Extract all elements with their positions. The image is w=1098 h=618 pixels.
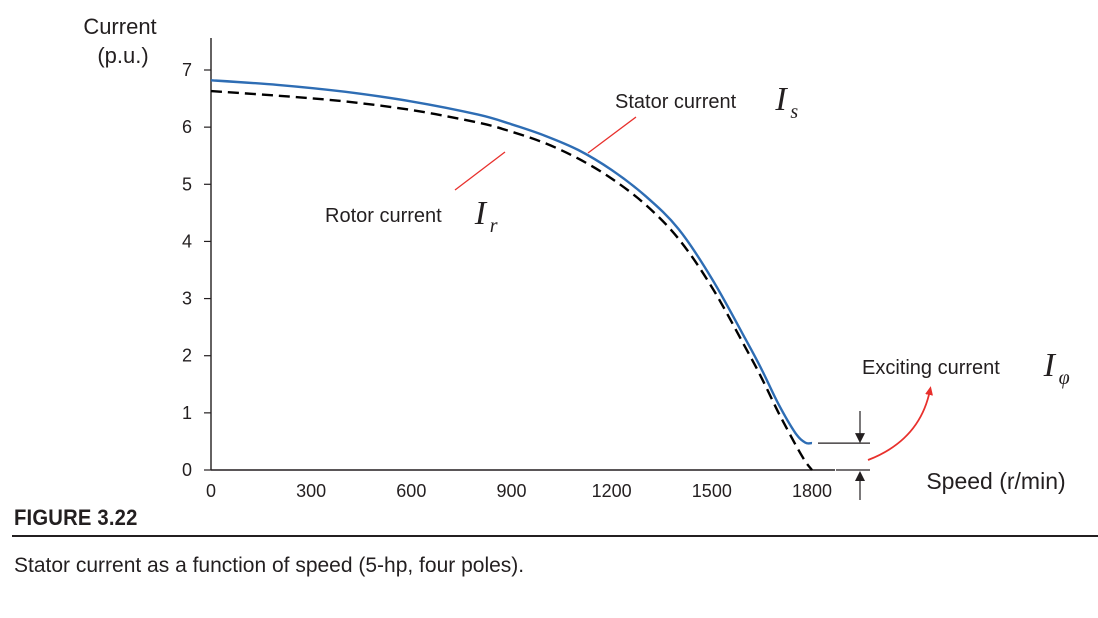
rotor-annotation-text: Rotor current <box>325 205 442 227</box>
y-axis-label-line2: (p.u.) <box>97 43 148 68</box>
x-tick-label: 300 <box>296 481 326 500</box>
exciting-curved-arrow <box>867 386 933 461</box>
y-tick-label: 1 <box>182 403 192 423</box>
y-axis-label-line1: Current <box>83 14 156 39</box>
rotor-annotation-subscript: r <box>490 215 498 237</box>
stator-annotation-text: Stator current <box>615 91 737 113</box>
stator-pointer-line <box>587 116 637 154</box>
caption-rule <box>12 535 1098 537</box>
stator-annotation-symbol: I <box>774 81 788 118</box>
down-arrow-head <box>855 433 865 444</box>
ticks: 0 1 2 3 4 5 6 7 0 300 600 900 1200 1500 1800 <box>182 60 832 500</box>
x-tick-label: 1200 <box>592 481 632 500</box>
series-lines <box>210 79 813 471</box>
stator-annotation-subscript: s <box>790 101 798 123</box>
x-tick-label: 1500 <box>692 481 732 500</box>
current-vs-speed-chart: Current (p.u.) Speed (r/min) 0 1 2 3 4 5 6 7 0 300 6… <box>83 14 1070 500</box>
rotor-current-line <box>210 89 813 471</box>
figure-caption: Stator current as a function of speed (5… <box>14 554 525 577</box>
stator-current-line <box>210 79 813 445</box>
rotor-annotation-symbol: I <box>474 195 488 232</box>
exciting-annotation-subscript: φ <box>1059 367 1070 389</box>
x-tick-label: 1800 <box>792 481 832 500</box>
y-tick-label: 6 <box>182 117 192 137</box>
y-tick-label: 5 <box>182 174 192 194</box>
y-tick-label: 7 <box>182 60 192 80</box>
up-arrow-head <box>855 471 865 481</box>
x-tick-label: 900 <box>496 481 526 500</box>
exciting-annotation-symbol: I <box>1043 347 1057 384</box>
x-axis-label: Speed (r/min) <box>926 468 1065 494</box>
exciting-annotation-text: Exciting current <box>862 357 1000 379</box>
y-tick-label: 0 <box>182 460 192 480</box>
x-tick-label: 0 <box>206 481 216 500</box>
figure-label: FIGURE 3.22 <box>14 505 138 530</box>
rotor-pointer-line <box>454 151 506 191</box>
axes: Current (p.u.) Speed (r/min) <box>83 14 1065 494</box>
y-tick-label: 3 <box>182 289 192 309</box>
y-tick-label: 4 <box>182 231 192 251</box>
y-tick-label: 2 <box>182 346 192 366</box>
x-tick-label: 600 <box>396 481 426 500</box>
